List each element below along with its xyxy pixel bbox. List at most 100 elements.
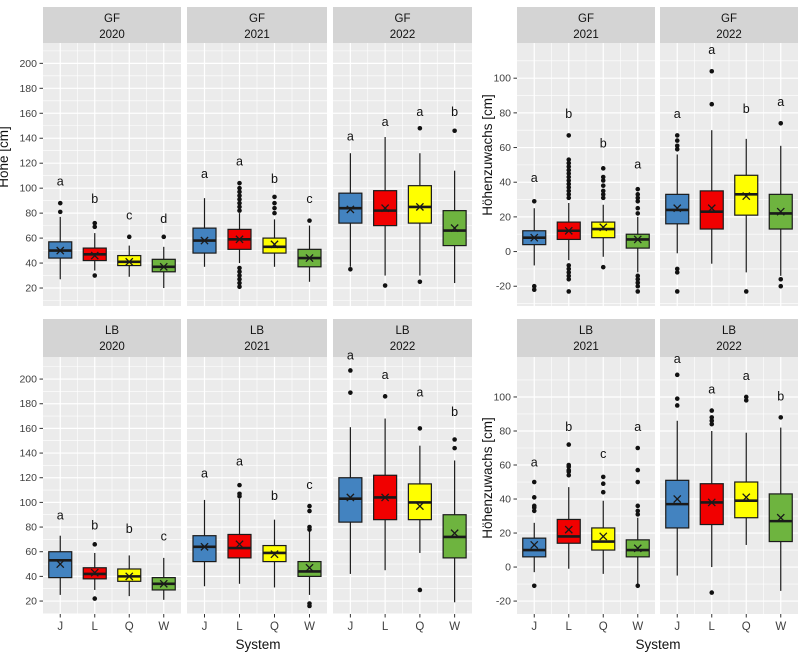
outlier-point (57, 209, 63, 215)
outlier-point (600, 195, 606, 201)
outlier-point (674, 138, 680, 143)
outlier-point (272, 210, 277, 216)
facet-strip (517, 319, 655, 357)
outlier-point (566, 469, 572, 475)
box-rect (699, 190, 724, 230)
y-tick-label: 120 (19, 472, 37, 484)
outlier-point (417, 279, 423, 285)
outlier-point (674, 403, 680, 408)
box-LB-2022-L: a (373, 368, 398, 571)
y-tick-label: -20 (496, 596, 511, 608)
outlier-point (417, 587, 423, 593)
box-GF-2022-W: a (768, 95, 793, 289)
box-GF-2020-Q: c (117, 208, 142, 277)
box-rect (556, 518, 581, 544)
box-LB-2020-W: c (151, 530, 176, 600)
outlier-point (674, 143, 680, 149)
panel-GF-2021: GF 2021 a b b a -20 0 20 40 60 80 100 (493, 7, 655, 306)
outlier-point (531, 508, 537, 514)
x-category-label: L (709, 621, 716, 633)
outlier-point (674, 133, 680, 138)
x-category-label: Q (599, 621, 608, 633)
significance-letter: a (347, 348, 354, 362)
box-rect (522, 537, 547, 558)
facet-row-label: LB (105, 325, 119, 337)
significance-letter: b (451, 105, 458, 119)
outlier-point (674, 396, 680, 401)
y-tick-label: 0 (505, 246, 511, 258)
outlier-point (307, 527, 312, 532)
facet-col-label: 2021 (573, 29, 599, 41)
significance-letter: b (743, 102, 750, 116)
significance-letter: a (236, 155, 243, 169)
outlier-point (674, 289, 680, 294)
y-tick-label: 200 (19, 374, 37, 386)
facet-row-label: GF (578, 13, 594, 25)
outlier-point (272, 194, 277, 200)
outlier-point (92, 220, 98, 226)
outlier-point (417, 125, 423, 131)
y-tick-label: 100 (493, 391, 511, 403)
x-category-label: Q (742, 621, 751, 633)
box-LB-2021-J: a (522, 456, 547, 589)
outlier-point (272, 200, 277, 206)
x-category-label: J (348, 621, 354, 633)
box-LB-2020-L: b (82, 519, 107, 601)
significance-letter: b (91, 192, 98, 206)
box-LB-2020-Q: b (117, 522, 142, 597)
significance-letter: a (531, 171, 538, 185)
outlier-point (307, 508, 312, 514)
box-GF-2022-L: a (699, 43, 724, 264)
box-LB-2022-J: a (338, 348, 363, 574)
outlier-point (674, 270, 680, 275)
facet-row-label: GF (249, 13, 265, 25)
outlier-point (709, 418, 715, 424)
x-category-label: J (531, 621, 537, 633)
box-GF-2022-Q: a (407, 105, 432, 285)
box-GF-2022-J: a (665, 107, 690, 294)
y-tick-label: 140 (19, 448, 37, 460)
outlier-point (600, 489, 606, 495)
outlier-point (161, 234, 167, 240)
facet-row-label: GF (721, 13, 737, 25)
box-LB-2021-L: a (227, 454, 252, 584)
box-LB-2022-Q: a (407, 385, 432, 593)
x-category-label: J (674, 621, 680, 633)
significance-letter: c (126, 208, 132, 222)
y-tick-label: 80 (499, 107, 511, 119)
outlier-point (452, 445, 457, 451)
facet-col-label: 2020 (99, 29, 125, 41)
outlier-point (57, 200, 63, 206)
significance-letter: b (565, 107, 572, 121)
outlier-point (307, 218, 312, 223)
outlier-point (452, 128, 457, 134)
outlier-point (348, 368, 353, 373)
box-rect (227, 533, 252, 559)
box-rect (625, 233, 650, 249)
outlier-point (600, 481, 606, 487)
outlier-point (709, 101, 715, 107)
y-tick-label: -20 (496, 281, 511, 293)
y-tick-label: 20 (25, 596, 37, 608)
outlier-point (566, 195, 572, 201)
outlier-point (635, 479, 641, 485)
y-axis-title: Höhenzuwachs [cm] (480, 94, 495, 216)
facet-row-label: LB (250, 325, 264, 337)
box-GF-2020-J: a (48, 175, 73, 280)
x-category-label: W (632, 621, 643, 633)
outlier-point (237, 269, 242, 275)
facet-row-label: LB (722, 325, 736, 337)
outlier-point (566, 192, 572, 197)
facet-col-label: 2022 (716, 29, 742, 41)
outlier-point (635, 508, 641, 514)
outlier-point (92, 224, 98, 230)
significance-letter: a (57, 175, 64, 189)
outlier-point (307, 503, 312, 509)
x-category-label: L (382, 621, 389, 633)
outlier-point (743, 289, 749, 294)
outlier-point (566, 464, 572, 470)
outlier-point (92, 273, 98, 278)
y-tick-label: 60 (25, 233, 37, 245)
outlier-point (635, 280, 641, 286)
